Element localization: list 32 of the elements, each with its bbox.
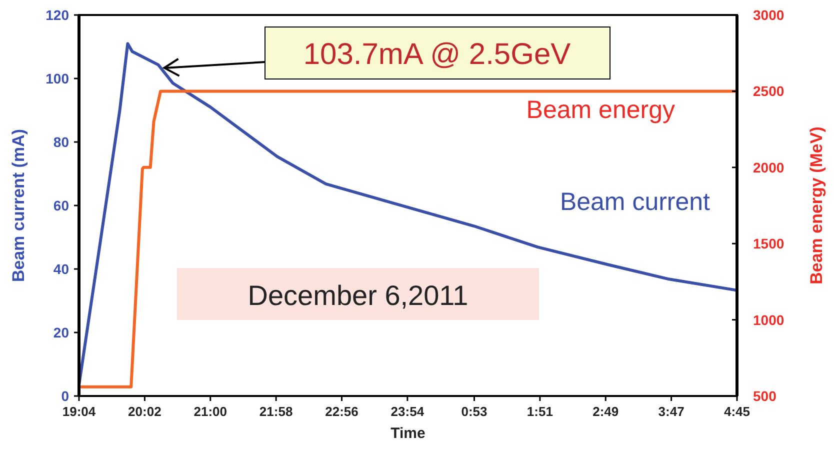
x-tick-label: 0:53 — [461, 404, 488, 419]
y-tick-label: 0 — [61, 388, 70, 404]
x-axis-title: Time — [390, 425, 426, 442]
x-tick-label: 4:45 — [724, 404, 750, 419]
y-tick-label: 120 — [46, 7, 70, 23]
x-tick-label: 19:04 — [62, 404, 96, 419]
y-tick-label: 100 — [46, 70, 70, 86]
series-label: Beam current — [560, 188, 710, 216]
annotation: December 6,2011 — [248, 280, 468, 311]
y2-tick-label: 2500 — [753, 83, 784, 100]
y-tick-label: 20 — [53, 324, 70, 340]
x-tick-label: 23:54 — [390, 404, 425, 419]
x-tick-label: 2:49 — [592, 404, 619, 419]
x-tick-label: 21:58 — [259, 404, 293, 419]
y2-tick-label: 3000 — [753, 7, 784, 23]
note-box: December 6,2011 — [177, 268, 539, 320]
x-tick-label: 1:51 — [526, 404, 553, 419]
x-tick-label: 22:56 — [325, 404, 358, 419]
y-tick-label: 60 — [53, 198, 70, 214]
y2-tick-label: 1500 — [753, 236, 784, 252]
x-tick-label: 3:47 — [658, 404, 684, 419]
series-label: Beam energy — [526, 96, 676, 124]
y2-tick-label: 1000 — [753, 312, 784, 328]
y-tick-label: 40 — [53, 261, 70, 277]
y2-tick-label: 500 — [753, 388, 777, 404]
y2-tick-label: 2000 — [753, 159, 784, 176]
x-tick-label: 20:02 — [128, 404, 162, 419]
y2-axis-title: Beam energy (MeV) — [807, 126, 826, 284]
x-tick-label: 21:00 — [194, 404, 227, 419]
y-tick-label: 80 — [53, 134, 70, 150]
annotation: 103.7mA @ 2.5GeV — [303, 38, 571, 71]
y-axis-title: Beam current (mA) — [9, 128, 28, 282]
